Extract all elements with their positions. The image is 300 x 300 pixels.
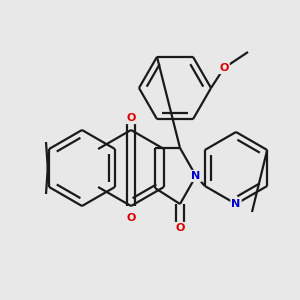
Text: O: O — [175, 223, 185, 233]
Text: O: O — [219, 63, 229, 73]
Text: O: O — [126, 113, 136, 123]
Text: N: N — [231, 199, 241, 209]
Text: N: N — [191, 171, 201, 181]
Text: O: O — [126, 213, 136, 223]
